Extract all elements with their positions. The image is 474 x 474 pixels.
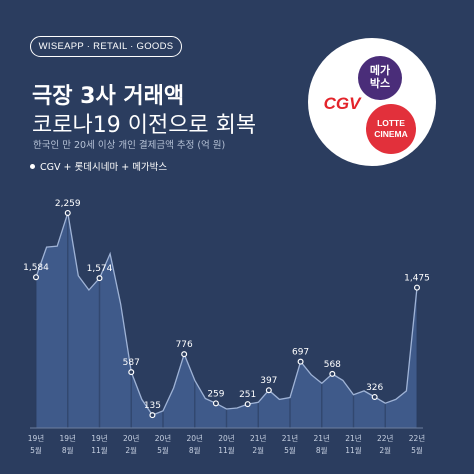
x-tick-month-1: 8월	[62, 445, 74, 455]
data-point-7	[244, 401, 251, 408]
x-tick-month-5: 8월	[189, 445, 201, 455]
x-tick-month-9: 8월	[316, 445, 328, 455]
cgv-logo: CGV	[318, 80, 366, 128]
data-point-8	[265, 387, 272, 394]
data-label-6: 259	[207, 389, 224, 399]
x-tick-month-0: 5월	[30, 445, 42, 455]
legend-dot-icon	[30, 163, 35, 169]
x-tick-month-12: 5월	[411, 445, 423, 455]
x-tick-month-10: 11월	[345, 445, 362, 455]
lotte-cinema-logo: LOTTE CINEMA	[366, 104, 416, 154]
data-point-6	[212, 400, 219, 407]
data-label-1: 2,259	[55, 199, 81, 209]
data-point-5	[181, 351, 188, 358]
data-point-4	[149, 412, 156, 419]
data-point-0	[32, 274, 39, 281]
legend-label: CGV + 롯데시네마 + 메가박스	[40, 162, 168, 173]
x-tick-year-2: 19년	[91, 433, 108, 443]
x-tick-month-7: 2월	[252, 445, 264, 455]
x-tick-month-6: 11월	[218, 445, 235, 455]
data-point-12	[414, 284, 421, 291]
x-tick-year-11: 22년	[377, 433, 394, 443]
data-label-3: 587	[123, 358, 140, 368]
data-point-9	[297, 358, 304, 365]
x-tick-month-4: 5월	[157, 445, 169, 455]
cinema-logos: CGV 메가 박스 LOTTE CINEMA	[308, 38, 436, 166]
megabox-logo-line1: 메가	[369, 65, 391, 77]
data-point-2	[96, 275, 103, 282]
chart-legend: CGV + 롯데시네마 + 메가박스	[30, 159, 167, 173]
x-tick-month-8: 5월	[284, 445, 296, 455]
data-label-10: 568	[324, 360, 341, 370]
x-tick-year-0: 19년	[28, 433, 45, 443]
data-point-10	[329, 370, 336, 377]
data-label-5: 776	[176, 340, 193, 350]
x-tick-year-4: 20년	[155, 433, 172, 443]
data-point-11	[371, 393, 378, 400]
x-tick-month-2: 11월	[91, 445, 108, 455]
x-tick-year-10: 21년	[345, 433, 362, 443]
x-tick-month-3: 2월	[125, 445, 137, 455]
lotte-logo-line2: CINEMA	[374, 129, 408, 139]
megabox-logo: 메가 박스	[358, 56, 402, 100]
data-label-8: 397	[260, 376, 277, 386]
chart-subtitle: 한국인 만 20세 이상 개인 결제금액 추정 (억 원)	[33, 140, 226, 151]
x-tick-year-12: 22년	[409, 433, 426, 443]
page-title: 극장 3사 거래액	[32, 84, 185, 109]
page-subtitle-headline: 코로나19 이전으로 회복	[32, 113, 257, 138]
brand-badge: WISEAPP · RETAIL · GOODS	[30, 36, 182, 57]
x-tick-year-9: 21년	[314, 433, 331, 443]
area-fill	[36, 212, 417, 428]
x-tick-year-1: 19년	[60, 433, 77, 443]
x-tick-year-5: 20년	[187, 433, 204, 443]
data-label-0: 1,584	[23, 263, 49, 273]
data-label-9: 697	[292, 348, 309, 358]
data-label-11: 326	[366, 383, 383, 393]
x-tick-year-6: 20년	[218, 433, 235, 443]
megabox-logo-line2: 박스	[369, 78, 391, 90]
lotte-logo-line1: LOTTE	[377, 118, 405, 128]
x-tick-year-3: 20년	[123, 433, 140, 443]
data-point-3	[128, 369, 135, 376]
data-point-1	[64, 209, 71, 216]
data-label-12: 1,475	[404, 274, 430, 284]
data-label-4: 135	[144, 401, 161, 411]
data-label-7: 251	[239, 390, 256, 400]
data-label-2: 1,574	[87, 264, 113, 274]
x-tick-year-7: 21년	[250, 433, 267, 443]
x-tick-year-8: 21년	[282, 433, 299, 443]
x-tick-month-11: 2월	[379, 445, 391, 455]
